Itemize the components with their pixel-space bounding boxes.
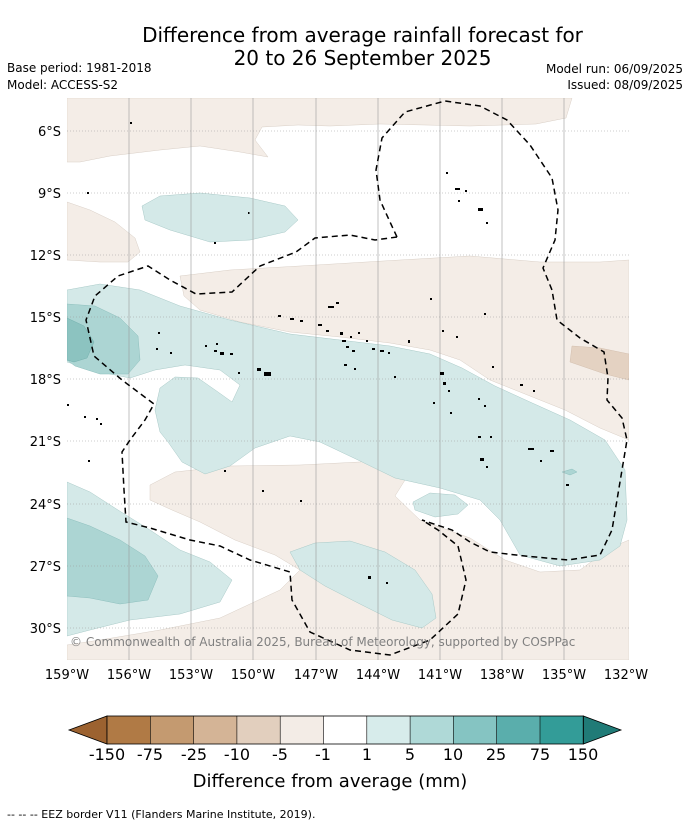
colorbar-tick-label: -10 [223, 745, 251, 764]
colorbar-segment [453, 716, 498, 744]
base-period-label: Base period: 1981-2018 [7, 61, 152, 75]
title-line-2: 20 to 26 September 2025 [233, 46, 492, 70]
colorbar-tick-label: 25 [485, 745, 507, 764]
colorbar-tick-label: 5 [404, 745, 416, 764]
dry-region-north [67, 98, 573, 163]
colorbar-segment [236, 716, 281, 744]
grid-lines [67, 98, 629, 660]
colorbar-title: Difference from average (mm) [192, 771, 468, 792]
colorbar-frame [106, 715, 584, 745]
colorbar-segment [323, 716, 368, 744]
colorbar-tick-label: 150 [567, 745, 599, 764]
longitude-axis: 159°W 156°W 153°W 150°W 147°W 144°W 141°… [45, 668, 648, 683]
eez-border [375, 100, 628, 561]
wet-region-main-band [67, 283, 628, 567]
colorbar [67, 715, 623, 745]
issued-label: Issued: 08/09/2025 [567, 78, 683, 92]
lat-label: 24°S [30, 498, 61, 513]
map-title: Difference from average rainfall forecas… [0, 24, 690, 70]
dry-region-northwest [67, 201, 141, 263]
lon-label: 132°W [604, 668, 648, 683]
eez-border-note: -- -- -- EEZ border V11 (Flanders Marine… [7, 808, 316, 821]
colorbar-extend-low [67, 715, 108, 745]
lon-label: 159°W [45, 668, 89, 683]
colorbar-segment [366, 716, 411, 744]
wet-region-north-blob [141, 192, 299, 243]
map-area: © Commonwealth of Australia 2025, Bureau… [67, 98, 629, 660]
lon-label: 147°W [294, 668, 338, 683]
lat-label: 15°S [30, 311, 61, 326]
colorbar-tick-label: -150 [88, 745, 126, 764]
lat-label: 6°S [38, 125, 61, 140]
colorbar-segment [410, 716, 454, 744]
colorbar-tick-label: -25 [180, 745, 208, 764]
lat-label: 18°S [30, 373, 61, 388]
colorbar-segment [150, 716, 195, 744]
islands [67, 122, 569, 584]
lon-label: 135°W [542, 668, 586, 683]
colorbar-segment [107, 716, 151, 744]
colorbar-segment [540, 716, 584, 744]
colorbar-segment [280, 716, 324, 744]
colorbar-tick-label: 75 [529, 745, 551, 764]
lat-label: 27°S [30, 560, 61, 575]
lat-label: 12°S [30, 249, 61, 264]
title-line-1: Difference from average rainfall forecas… [142, 23, 583, 47]
lon-label: 150°W [231, 668, 275, 683]
dry-region-east-patch [569, 345, 629, 381]
lon-label: 144°W [356, 668, 400, 683]
colorbar-tick-label: -5 [272, 745, 288, 764]
model-run-label: Model run: 06/09/2025 [545, 62, 683, 76]
colorbar-tick-label: -75 [136, 745, 164, 764]
lon-label: 153°W [169, 668, 213, 683]
dry-region-central-band [179, 255, 629, 441]
colorbar-segment [496, 716, 541, 744]
colorbar-tick-label: 10 [442, 745, 464, 764]
wet-region-west-dark [67, 317, 95, 363]
lon-label: 138°W [480, 668, 524, 683]
copyright-notice: © Commonwealth of Australia 2025, Bureau… [70, 635, 575, 649]
lat-label: 30°S [30, 622, 61, 637]
colorbar-segment [193, 716, 238, 744]
wet-region-inner-small [412, 492, 469, 518]
eez-border-west [85, 234, 467, 656]
wet-region-south-central [289, 540, 437, 629]
wet-region-east-tiny [561, 468, 578, 476]
colorbar-tick-label: -1 [315, 745, 331, 764]
colorbar-tick-label: 1 [361, 745, 373, 764]
lat-label: 9°S [38, 187, 61, 202]
wet-region-southwest-medium [67, 517, 159, 605]
lon-label: 156°W [107, 668, 151, 683]
latitude-axis: 6°S 9°S 12°S 15°S 18°S 21°S 24°S 27°S 30… [30, 125, 61, 637]
colorbar-extend-high [582, 715, 623, 745]
model-label: Model: ACCESS-S2 [7, 78, 119, 92]
lon-label: 141°W [418, 668, 462, 683]
lat-label: 21°S [30, 435, 61, 450]
